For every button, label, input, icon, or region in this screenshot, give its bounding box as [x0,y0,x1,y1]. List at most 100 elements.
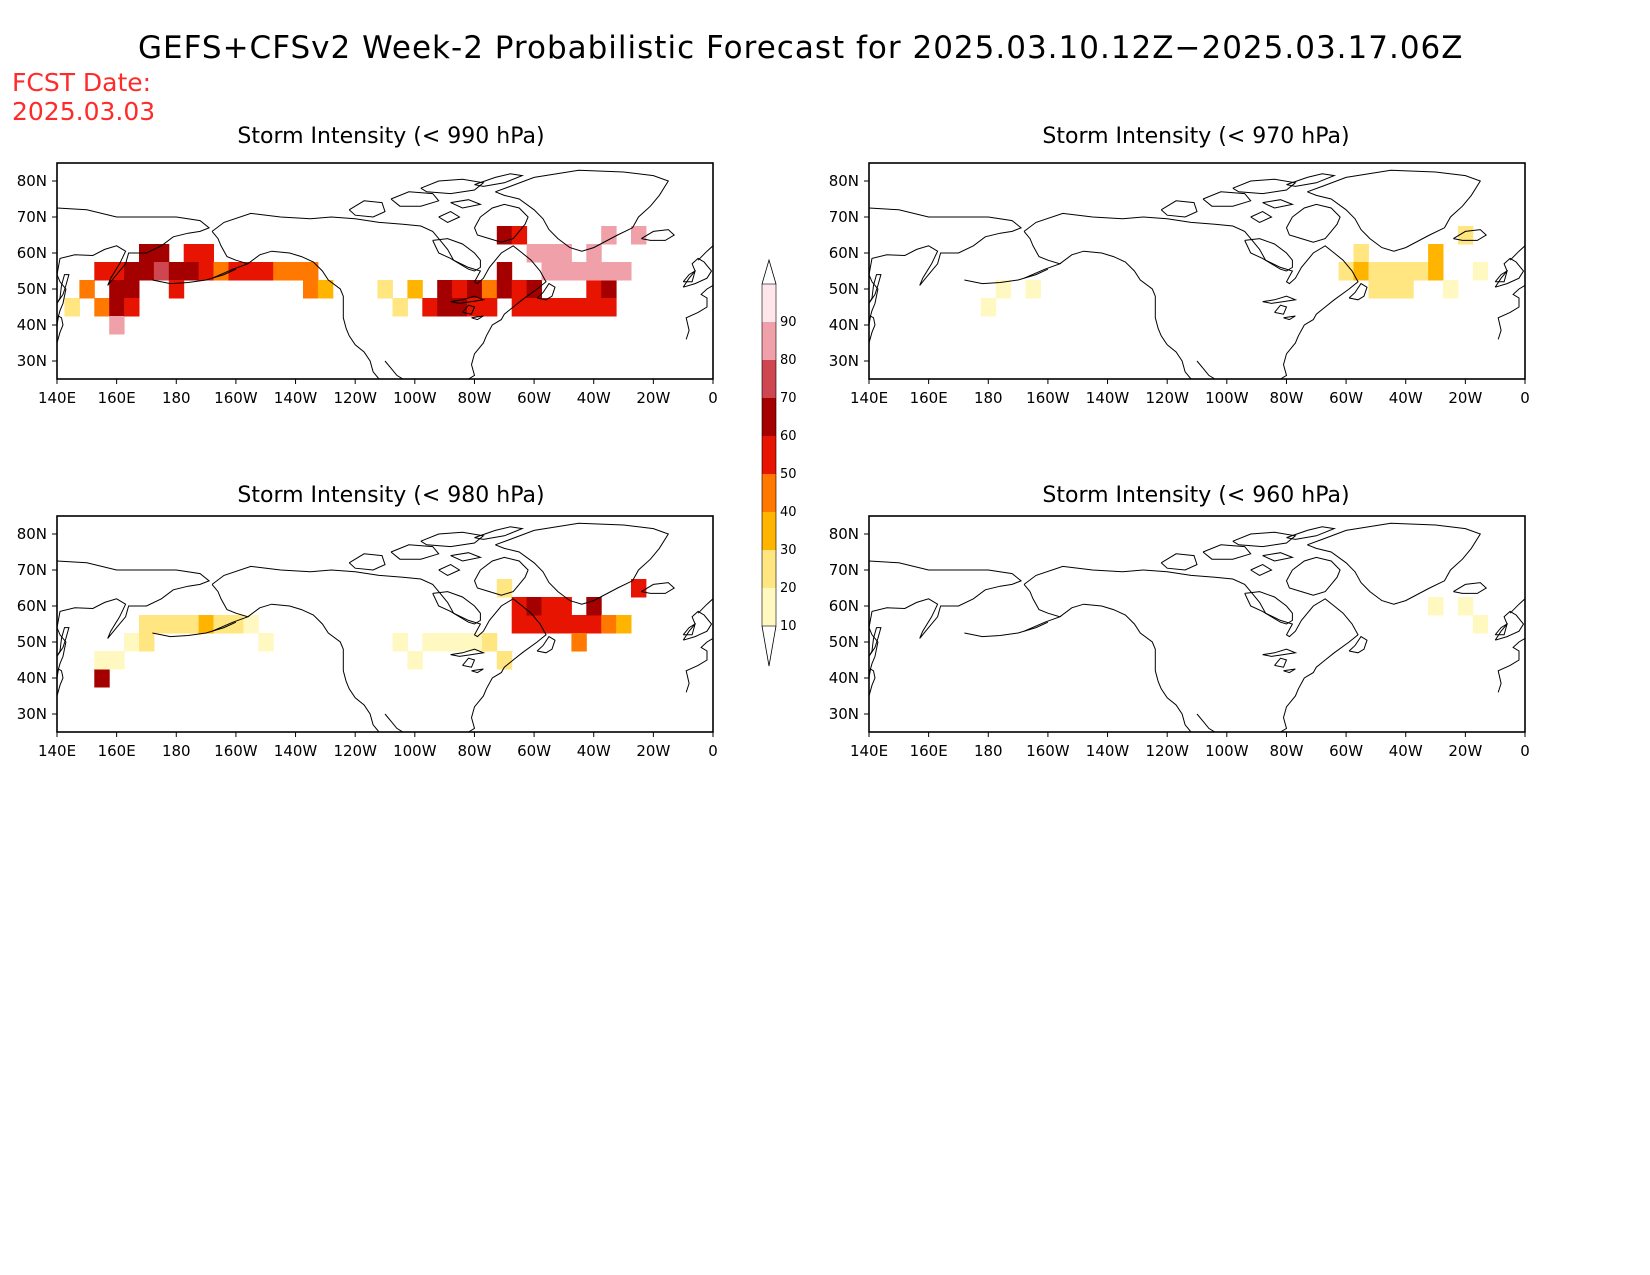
lon-tick-label: 0 [708,389,718,407]
probability-cell [437,298,453,317]
lon-tick-label: 0 [1520,742,1530,760]
probability-colorbar: 10 20 30 40 50 60 70 80 90 [761,258,797,667]
map-frame [56,515,714,733]
probability-cell [422,298,438,317]
probability-cell [1368,280,1384,299]
probability-cell [1428,262,1444,281]
coastline [471,315,484,321]
lon-tick-label: 140E [850,389,888,407]
coastline [211,565,547,732]
coastline [1244,238,1293,272]
coastline [1285,556,1341,596]
probability-cell [586,244,602,263]
probability-cell [1428,244,1444,263]
coastline [348,553,386,571]
probability-cell [601,262,617,281]
probability-cell [317,280,334,299]
coastline [682,610,713,641]
probability-cell [94,298,110,317]
coastline [450,295,486,304]
coastline [869,627,882,657]
probability-cell [109,298,125,317]
probability-shading [980,226,1489,317]
lon-tick-label: 100W [393,742,437,760]
coastline [1274,304,1288,315]
probability-cell [1353,244,1369,263]
probability-cell [586,615,602,634]
coastline [1348,635,1368,654]
probability-cell [571,615,587,634]
coastline [1059,603,1192,732]
probability-cell [511,280,528,299]
coastline [1023,212,1359,379]
panel-title-960: Storm Intensity (< 960 hPa) [1042,483,1350,508]
probability-cell [303,262,319,281]
coastline [57,627,70,657]
coastline [438,211,461,223]
probability-cell [407,280,423,299]
probability-cell [452,280,468,299]
lat-tick-label: 40N [829,316,859,334]
probability-cell [511,226,528,245]
probability-cell [980,298,997,317]
probability-cell [168,262,185,281]
lat-tick-label: 40N [17,669,47,687]
lon-tick-label: 180 [162,742,191,760]
coastline [685,284,713,340]
coastline [1232,178,1297,195]
coastline [1307,169,1482,252]
probability-cell [556,298,572,317]
colorbar-top-arrow [761,258,777,285]
lon-tick-label: 100W [1205,389,1249,407]
coastline [1262,295,1298,304]
probability-cell [511,615,528,634]
coastline [1262,648,1298,657]
coastline [1244,591,1293,625]
lat-tick-label: 70N [829,208,859,226]
map-frame [868,515,1526,733]
lon-tick-label: 60W [517,389,551,407]
lat-tick-label: 30N [829,352,859,370]
probability-cell [437,280,453,299]
colorbar-outline [761,283,777,627]
coastline [57,315,64,344]
colorbar-label: 50 [780,467,797,482]
probability-cell [198,262,214,281]
coastline [1283,315,1296,321]
probability-cell [556,597,572,616]
probability-cell [124,280,140,299]
colorbar-segment [762,588,776,626]
probability-cell [601,615,617,634]
probability-cell [496,262,513,281]
coastline [1509,598,1525,614]
coastline [1453,582,1488,594]
map-frame-background [869,516,1525,732]
coastline [462,657,476,668]
colorbar-bottom-arrow [761,625,777,667]
lon-tick-label: 160W [214,742,258,760]
probability-cell [481,280,498,299]
probability-cell [94,262,110,281]
map-frame [868,162,1526,380]
probability-cell [168,280,185,299]
coastline [1232,531,1297,548]
lat-tick-label: 30N [829,705,859,723]
lon-tick-label: 140W [274,742,318,760]
coastline [1196,713,1216,732]
lon-tick-label: 100W [1205,742,1249,760]
probability-cell [183,615,200,634]
probability-cell [1457,597,1474,616]
lat-tick-label: 30N [17,705,47,723]
lat-tick-label: 50N [17,280,47,298]
probability-cell [541,597,557,616]
colorbar-segment [762,360,776,398]
probability-cell [467,633,483,652]
coastline [1494,257,1525,288]
coastline [348,200,386,218]
coastline [869,315,876,344]
probability-cell [124,298,140,317]
lon-tick-label: 140E [850,742,888,760]
probability-cell [213,262,229,281]
lon-tick-label: 40W [1389,389,1423,407]
coastlines [57,169,713,379]
